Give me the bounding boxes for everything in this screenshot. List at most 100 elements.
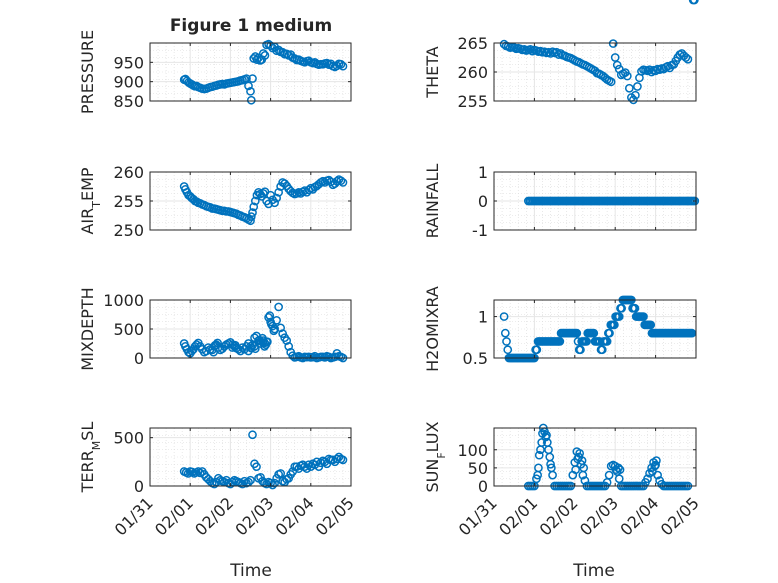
data-point [259, 49, 268, 58]
data-point [266, 478, 275, 488]
data-point [646, 320, 656, 330]
y-axis-label: MIXDEPTH [78, 287, 97, 370]
data-point [312, 457, 322, 467]
data-point [272, 193, 281, 203]
data-point [500, 328, 510, 338]
data-point [266, 41, 275, 51]
data-point [278, 329, 288, 338]
data-point [630, 303, 640, 313]
axes-box [493, 299, 697, 359]
data-point [274, 187, 283, 197]
data-point [265, 311, 275, 321]
data-point [614, 463, 623, 473]
y-tick-label: 265 [457, 34, 488, 53]
data-point [288, 351, 298, 361]
data-point [316, 458, 326, 468]
data-point [240, 476, 249, 486]
data-point [579, 463, 589, 473]
data-point [246, 216, 255, 226]
y-tick-label: 0 [134, 349, 144, 368]
y-axis-label: PRESSURE [78, 30, 97, 114]
data-point [690, 0, 699, 5]
data-point [499, 312, 509, 321]
y-tick-label: 260 [457, 63, 488, 82]
data-point [252, 462, 261, 472]
data-point [332, 454, 342, 464]
data-point [605, 328, 614, 338]
axes-box [149, 42, 352, 102]
data-point [269, 326, 279, 336]
data-point [282, 336, 292, 345]
data-point [246, 212, 256, 222]
data-point [617, 303, 627, 313]
data-point [246, 86, 255, 96]
y-axis-label: TERRMSL [78, 422, 103, 494]
data-point [246, 95, 256, 105]
x-axis-label-right: Time [572, 561, 615, 581]
data-point [606, 77, 616, 87]
data-point [555, 337, 565, 346]
data-point [264, 313, 273, 322]
data-point [526, 45, 535, 54]
y-tick-label: 850 [113, 92, 144, 111]
data-point [338, 455, 348, 465]
data-point [338, 178, 348, 187]
data-point [503, 345, 513, 355]
data-point [643, 474, 652, 484]
data-point [532, 345, 542, 355]
data-point [624, 83, 634, 93]
data-point [545, 452, 555, 462]
data-point [629, 95, 638, 105]
data-point [650, 461, 660, 471]
panel-air-temp: 250 255 260 AIRTEMP [78, 163, 352, 240]
data-point [615, 465, 625, 475]
data-point [250, 196, 260, 206]
data-point [589, 328, 599, 338]
y-tick-label: 0 [134, 477, 144, 496]
y-tick-label: 1 [478, 163, 488, 182]
y-tick-label: 250 [113, 221, 144, 240]
data-point [604, 470, 614, 480]
data-point [683, 54, 693, 64]
data-point [248, 430, 257, 440]
data-point [576, 345, 585, 355]
data-point [533, 470, 542, 480]
y-tick-label: 500 [113, 429, 144, 448]
data-point [571, 465, 580, 475]
data-point [614, 312, 624, 321]
y-tick-label: 1000 [103, 291, 144, 310]
data-point [547, 463, 556, 473]
data-point [637, 67, 646, 76]
panel-rainfall: -1 0 1 RAINFALL [423, 163, 700, 240]
data-point [187, 467, 197, 477]
data-point [542, 438, 552, 447]
data-point [534, 450, 544, 460]
data-point [336, 59, 346, 69]
data-point [282, 49, 292, 59]
panel-mixdepth: 0 500 1000 MIXDEPTH [78, 287, 352, 371]
data-point [580, 476, 590, 485]
y-tick-label: 950 [113, 53, 144, 72]
data-point [681, 53, 691, 62]
data-point [332, 61, 342, 71]
data-point [209, 479, 219, 489]
figure-title: Figure 1 medium [170, 16, 332, 36]
data-point [575, 449, 584, 458]
data-point [573, 454, 582, 464]
axes-box [493, 427, 697, 487]
panel-h2omixra: 0.5 1 H2OMIXRA [423, 0, 699, 372]
data-point [248, 208, 257, 217]
y-axis-label: SUNFLUX [423, 421, 448, 492]
data-point [300, 462, 310, 472]
y-tick-label: 50 [468, 459, 488, 478]
data-point [546, 49, 555, 58]
y-tick-label: 0 [478, 192, 488, 211]
data-point [276, 469, 285, 478]
y-tick-label: 500 [113, 320, 144, 339]
data-point [582, 337, 591, 346]
y-tick-label: 260 [113, 163, 144, 182]
data-point [631, 90, 640, 100]
y-tick-label: 100 [457, 441, 488, 460]
y-axis-label: RAINFALL [423, 164, 442, 239]
